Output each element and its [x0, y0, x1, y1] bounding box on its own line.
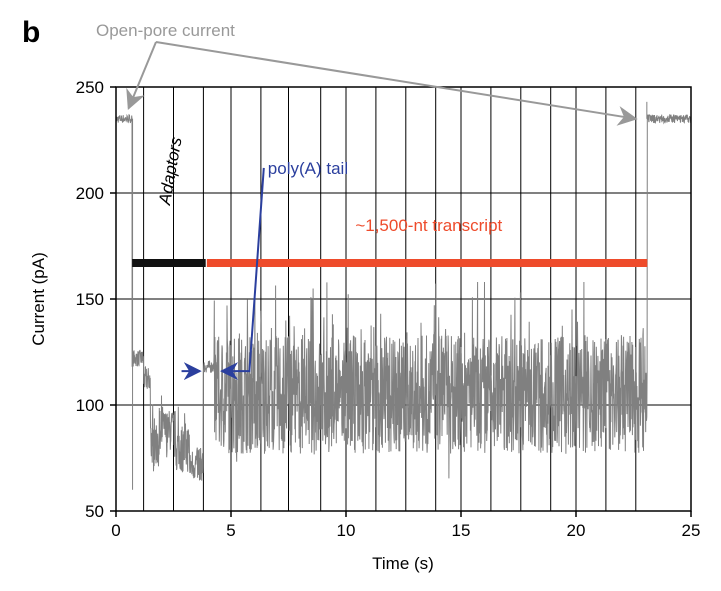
- open-pore-arrow-1: [155, 41, 638, 126]
- transcript-label: ~1,500-nt transcript: [355, 216, 502, 235]
- y-axis-label: Current (pA): [29, 252, 48, 346]
- x-tick-label-1: 5: [226, 521, 235, 540]
- y-tick-label-4: 250: [76, 78, 104, 97]
- y-tick-label-3: 200: [76, 184, 104, 203]
- panel-label: b: [22, 16, 40, 49]
- ticks: 0 5 10 15 20 25 50 100 150 200 250: [76, 78, 701, 540]
- x-tick-label-3: 15: [452, 521, 471, 540]
- y-tick-label-0: 50: [85, 502, 104, 521]
- x-axis-label: Time (s): [372, 554, 434, 573]
- open-pore-arrow-0: [126, 41, 157, 111]
- x-tick-label-4: 20: [567, 521, 586, 540]
- polyA-arrow-right: [220, 167, 265, 381]
- trace-line: [115, 113, 692, 481]
- current-trace: [115, 101, 692, 490]
- polyA-label: poly(A) tail: [268, 159, 348, 178]
- x-tick-label-2: 10: [337, 521, 356, 540]
- open-pore-arrows: [126, 41, 638, 126]
- y-tick-label-2: 150: [76, 290, 104, 309]
- x-tick-label-5: 25: [682, 521, 701, 540]
- adaptors-label: Adaptors: [155, 135, 186, 207]
- x-tick-label-0: 0: [111, 521, 120, 540]
- grid: [116, 87, 691, 511]
- polyA-arrows: [181, 167, 265, 381]
- y-tick-label-1: 100: [76, 396, 104, 415]
- open-pore-label: Open-pore current: [96, 21, 235, 40]
